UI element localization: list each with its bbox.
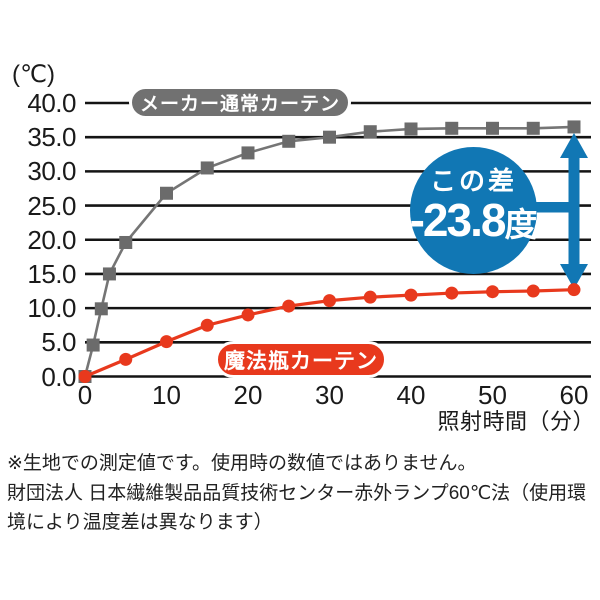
data-point-square xyxy=(200,161,214,175)
data-point-square xyxy=(102,267,116,281)
data-point-circle xyxy=(282,299,296,313)
footnote-line-2: 財団法人 日本繊維製品品質技術センター赤外ランプ60℃法（使用環 xyxy=(7,482,587,504)
data-point-circle xyxy=(445,286,459,300)
difference-badge-value-row: -23.8度 xyxy=(410,197,538,254)
data-point-square xyxy=(567,120,581,134)
x-tick-label: 30 xyxy=(315,380,344,410)
badge-connector-bar xyxy=(516,202,578,213)
data-point-circle xyxy=(323,294,336,308)
difference-unit: 度 xyxy=(504,206,538,243)
data-point-square xyxy=(282,134,296,148)
data-point-square xyxy=(526,121,540,135)
y-tick-label: 5.0 xyxy=(41,327,76,358)
data-point-circle xyxy=(404,288,418,302)
data-point-circle xyxy=(241,308,255,322)
data-point-circle xyxy=(200,318,214,332)
difference-badge-label: この差 xyxy=(429,166,517,196)
y-tick-label: 15.0 xyxy=(27,258,76,289)
data-point-square xyxy=(160,186,173,200)
difference-badge: この差 -23.8度 xyxy=(410,147,537,274)
x-axis-title: 照射時間（分） xyxy=(437,409,595,434)
data-point-square xyxy=(404,122,418,136)
difference-arrow-head-up xyxy=(560,133,588,158)
y-tick-label: 10.0 xyxy=(27,293,76,324)
data-point-square xyxy=(241,146,255,160)
y-tick-label: 25.0 xyxy=(27,190,76,221)
data-point-circle xyxy=(526,284,540,298)
data-point-square xyxy=(445,121,459,135)
data-point-square xyxy=(363,125,377,139)
data-point-square xyxy=(119,235,133,249)
y-axis-unit-label: (℃) xyxy=(12,61,55,88)
y-tick-label: 40.0 xyxy=(27,88,76,118)
y-tick-label: 20.0 xyxy=(27,224,76,255)
x-tick-label: 10 xyxy=(152,380,181,410)
data-point-square xyxy=(323,130,336,144)
series-label-thermos-curtain: 魔法瓶カーテン xyxy=(215,341,387,378)
temperature-chart xyxy=(78,101,591,383)
difference-arrow-head-down xyxy=(560,264,588,289)
series-label-maker-normal-curtain: メーカー通常カーテン xyxy=(129,86,351,119)
footnote-line-3: 境により温度差は異なります） xyxy=(7,512,273,533)
x-tick-label: 40 xyxy=(396,380,426,410)
difference-value: -23.8 xyxy=(409,194,507,246)
x-tick-label: 0 xyxy=(77,380,93,410)
data-point-square xyxy=(86,338,100,352)
data-point-square xyxy=(94,302,108,316)
data-point-square xyxy=(486,121,499,135)
data-point-circle xyxy=(567,283,581,297)
x-tick-label: 50 xyxy=(478,380,507,410)
data-point-circle xyxy=(486,285,499,299)
data-point-circle xyxy=(160,335,173,349)
difference-arrow-shaft xyxy=(568,152,580,268)
data-point-circle xyxy=(119,352,133,366)
data-point-circle xyxy=(78,370,92,383)
y-tick-label: 0.0 xyxy=(41,361,76,392)
x-tick-label: 60 xyxy=(559,380,589,410)
series-line-normal xyxy=(83,125,575,377)
y-tick-label: 30.0 xyxy=(27,156,76,187)
footnote: ※生地での測定値です。使用時の数値ではありません。 財団法人 日本繊維製品品質技… xyxy=(7,449,586,538)
x-tick-label: 20 xyxy=(233,380,263,410)
y-tick-label: 35.0 xyxy=(27,122,76,153)
footnote-line-1: ※生地での測定値です。使用時の数値ではありません。 xyxy=(7,453,477,474)
data-point-circle xyxy=(363,290,377,304)
